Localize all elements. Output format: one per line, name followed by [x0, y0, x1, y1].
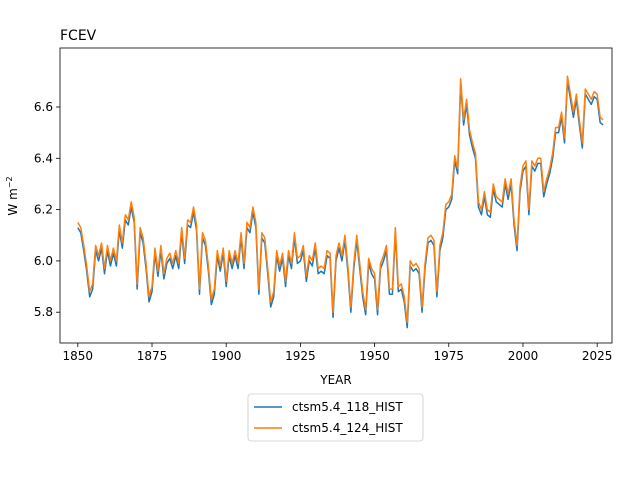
- y-axis-label-unit: W m: [6, 188, 20, 215]
- x-axis-label: YEAR: [319, 373, 351, 387]
- x-tick-label: 2000: [508, 349, 539, 363]
- y-tick-label: 6.2: [34, 203, 53, 217]
- series-line-1: [77, 80, 604, 329]
- x-tick-label: 1975: [434, 349, 465, 363]
- y-tick-label: 6.6: [34, 100, 53, 114]
- axes-frame: [59, 47, 613, 344]
- legend: ctsm5.4_118_HIST ctsm5.4_124_HIST: [247, 393, 424, 442]
- x-tick-label: 2025: [582, 349, 613, 363]
- series-line-2: [77, 75, 604, 324]
- y-axis: 5.8 6.0 6.2 6.4 6.6: [34, 100, 60, 319]
- x-tick-label: 1900: [211, 349, 242, 363]
- y-tick-label: 6.4: [34, 151, 53, 165]
- x-axis: 1850 1875 1900 1925 1950 1975 2000 2025: [63, 343, 613, 363]
- x-tick-label: 1850: [63, 349, 94, 363]
- x-tick-label: 1950: [359, 349, 390, 363]
- y-tick-label: 6.0: [34, 254, 53, 268]
- plot-area: [77, 75, 604, 329]
- y-tick-label: 5.8: [34, 305, 53, 319]
- x-tick-label: 1875: [137, 349, 168, 363]
- y-axis-label-exponent: −2: [5, 176, 14, 188]
- legend-box: [247, 393, 424, 442]
- legend-label-1: ctsm5.4_118_HIST: [292, 400, 403, 414]
- legend-label-2: ctsm5.4_124_HIST: [292, 421, 403, 435]
- chart-title: FCEV: [60, 28, 97, 44]
- y-axis-label: W m−2: [5, 176, 20, 215]
- x-tick-label: 1925: [285, 349, 316, 363]
